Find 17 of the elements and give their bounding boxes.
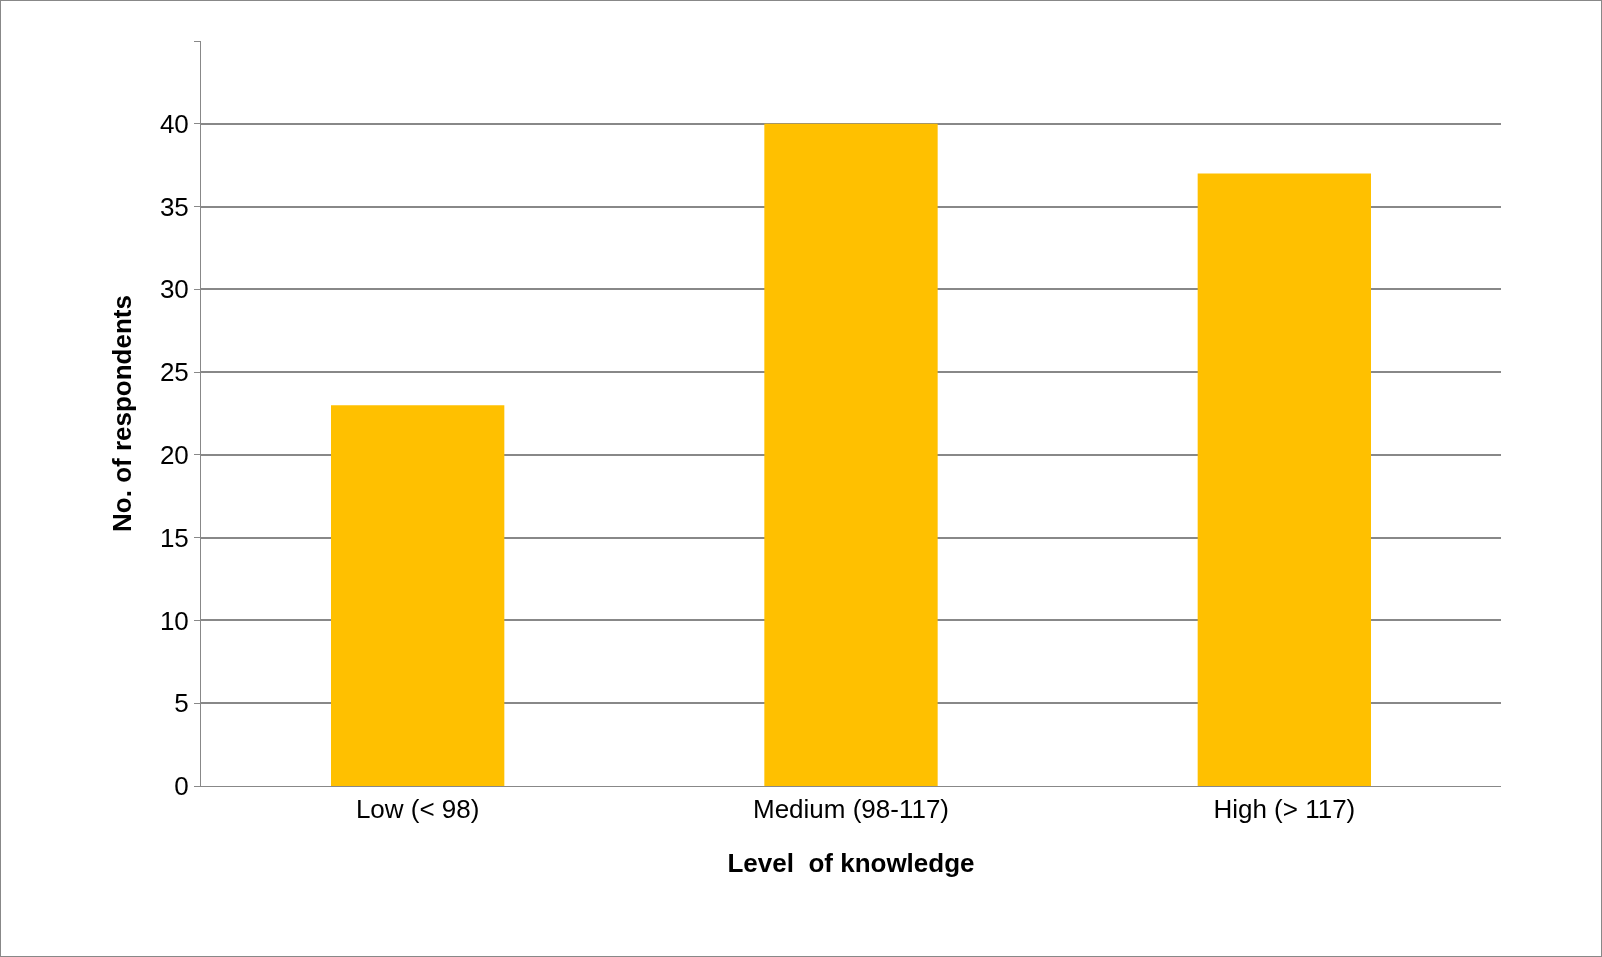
bar <box>764 123 938 786</box>
y-tick-label: 40 <box>159 108 189 139</box>
y-tick-label: 20 <box>159 439 189 470</box>
y-tick-label: 30 <box>159 274 189 305</box>
y-axis-title: No. of respondents <box>107 295 138 532</box>
y-tick-label: 35 <box>159 191 189 222</box>
y-tick-label: 15 <box>159 522 189 553</box>
x-axis-title: Level of knowledge <box>727 847 975 878</box>
x-tick-label: Medium (98-117) <box>752 794 950 825</box>
x-tick-label: High (> 117) <box>1213 794 1356 825</box>
y-tick-label: 10 <box>159 605 189 636</box>
y-tick-label: 0 <box>174 771 189 802</box>
y-tick-label: 5 <box>174 688 189 719</box>
x-tick-label: Low (< 98) <box>355 794 480 825</box>
bar <box>1197 173 1371 786</box>
y-tick-label: 25 <box>159 357 189 388</box>
bar <box>331 405 505 786</box>
